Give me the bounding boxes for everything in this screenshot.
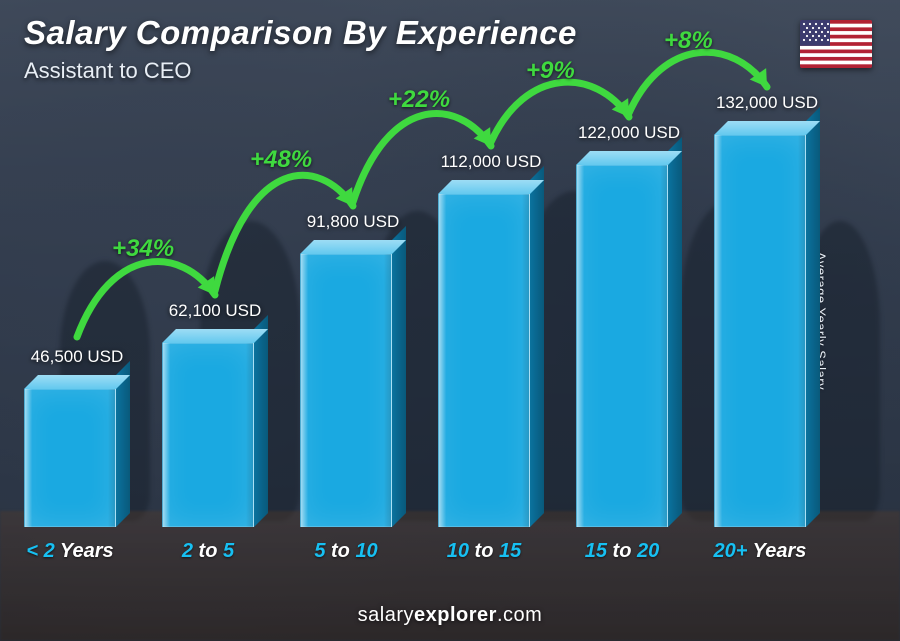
flag-us-icon xyxy=(800,20,872,68)
bar xyxy=(438,194,530,527)
bar-top xyxy=(24,375,130,389)
jump-label: +9% xyxy=(526,57,575,85)
attribution: salaryexplorer.com xyxy=(0,604,900,627)
bar-front xyxy=(162,343,254,527)
jump-label: +34% xyxy=(112,235,174,263)
bar-group: 132,000 USD20+ Years xyxy=(714,100,820,569)
bar-side xyxy=(668,137,682,527)
attribution-prefix: salary xyxy=(358,604,414,626)
category-label: 20+ Years xyxy=(691,540,829,563)
bar-front xyxy=(24,389,116,527)
bar-side xyxy=(806,107,820,527)
category-label: 10 to 15 xyxy=(415,540,553,563)
bar-side xyxy=(392,226,406,527)
bar xyxy=(162,343,254,527)
bar-front xyxy=(438,194,530,527)
bar-side xyxy=(530,166,544,527)
attribution-bold: explorer xyxy=(414,604,497,626)
bar xyxy=(576,165,668,527)
category-label: 5 to 10 xyxy=(277,540,415,563)
category-label: < 2 Years xyxy=(1,540,139,563)
infographic-stage: Salary Comparison By Experience Assistan… xyxy=(0,0,900,641)
bar-front xyxy=(576,165,668,527)
bar xyxy=(24,389,116,527)
jump-label: +22% xyxy=(388,86,450,114)
bar-chart: 46,500 USD< 2 Years62,100 USD2 to 591,80… xyxy=(24,100,850,569)
bar-front xyxy=(714,135,806,527)
bar xyxy=(714,135,806,527)
category-label: 2 to 5 xyxy=(139,540,277,563)
category-label: 15 to 20 xyxy=(553,540,691,563)
bar-side xyxy=(254,315,268,527)
jump-label: +8% xyxy=(664,27,713,55)
jump-label: +48% xyxy=(250,146,312,174)
page-subtitle: Assistant to CEO xyxy=(24,58,192,84)
attribution-suffix: .com xyxy=(497,604,542,626)
